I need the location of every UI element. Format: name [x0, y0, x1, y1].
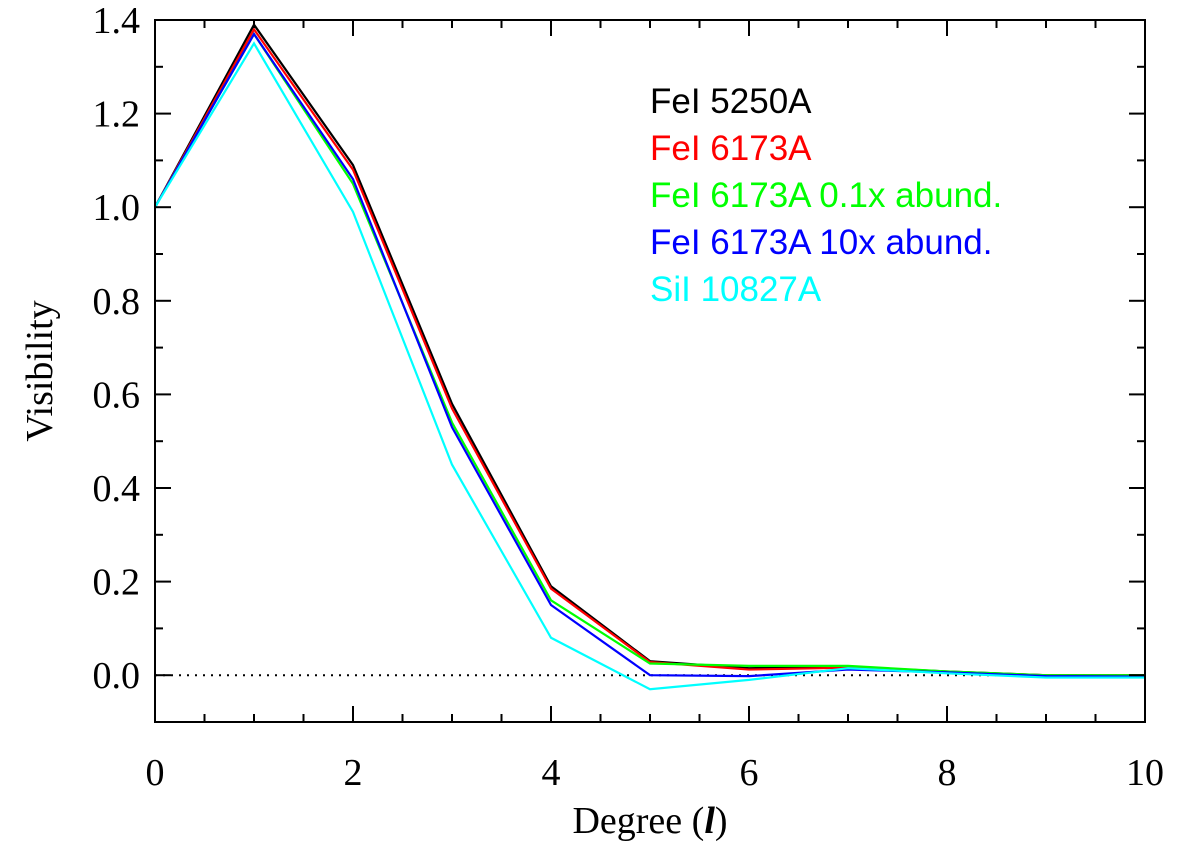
y-tick-label: 0.2 — [93, 562, 141, 604]
y-tick-label: 0.8 — [93, 281, 141, 323]
y-tick-label: 1.2 — [93, 94, 141, 136]
legend-entry-4: FeI 6173A 10x abund. — [650, 223, 993, 262]
y-tick-label: 1.4 — [93, 0, 141, 42]
series-line-5 — [154, 41, 1145, 691]
y-tick-labels: 0.0 0.2 0.4 0.6 0.8 1.0 1.2 1.4 — [93, 0, 141, 697]
legend: FeI 5250A FeI 6173A FeI 6173A 0.1x abund. F… — [650, 82, 1002, 309]
x-tick-label: 6 — [740, 752, 759, 794]
x-axis-title-text: Degree ( — [572, 800, 704, 842]
y-tick-label: 0.6 — [93, 374, 141, 416]
y-tick-label: 0.4 — [93, 468, 141, 510]
x-tick-label: 10 — [1126, 752, 1164, 794]
legend-entry-1: FeI 5250A — [650, 82, 812, 121]
x-tick-labels: 0 2 4 6 8 10 — [146, 752, 1165, 794]
x-axis-title-close: ) — [715, 800, 728, 842]
legend-entry-5: SiI 10827A — [650, 270, 822, 309]
series-line-1 — [154, 22, 1145, 677]
x-tick-label: 2 — [344, 752, 363, 794]
x-tick-label: 8 — [938, 752, 957, 794]
x-axis-title-symbol: l — [704, 800, 715, 842]
series-group — [154, 22, 1146, 691]
x-axis-title: Degree (l) — [572, 800, 727, 842]
ticks-group — [154, 19, 1146, 723]
x-tick-label: 4 — [542, 752, 561, 794]
y-tick-label: 0.0 — [93, 655, 141, 697]
legend-entry-3: FeI 6173A 0.1x abund. — [650, 176, 1002, 215]
y-tick-label: 1.0 — [93, 187, 141, 229]
x-tick-label: 0 — [146, 752, 165, 794]
y-axis-title: Visibility — [19, 300, 61, 441]
legend-entry-2: FeI 6173A — [650, 129, 812, 168]
plot-frame — [154, 19, 1146, 723]
